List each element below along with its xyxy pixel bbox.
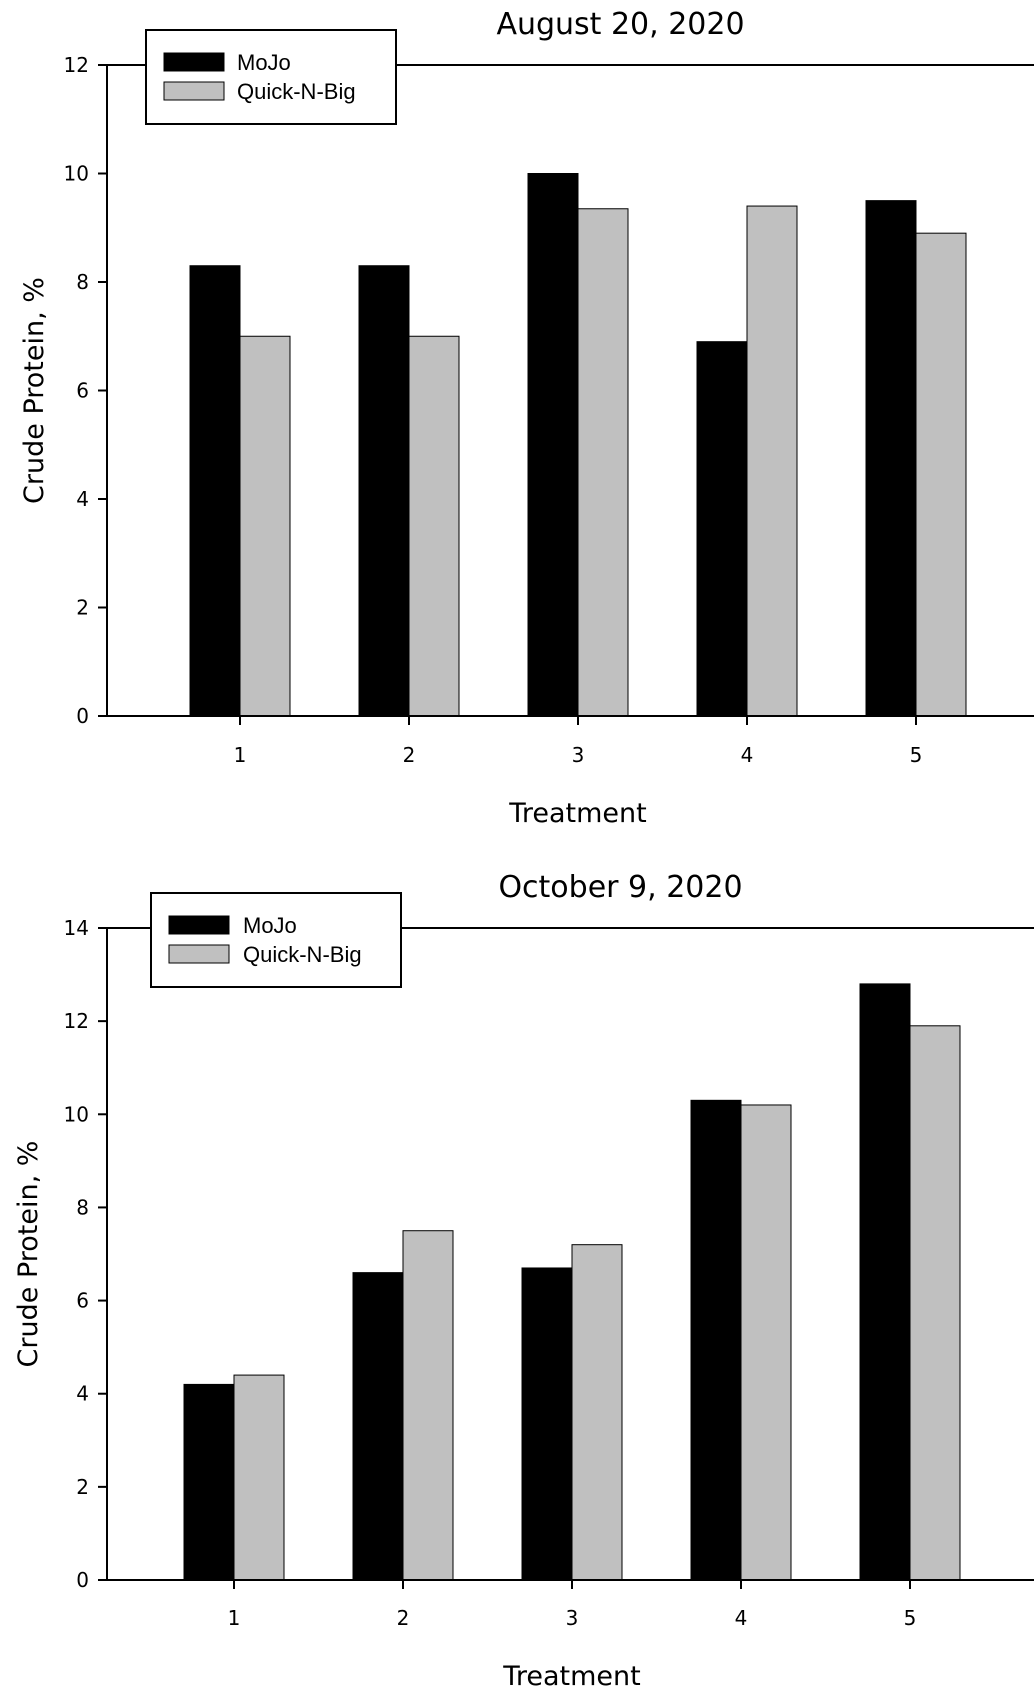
y-tick-label: 0 bbox=[76, 1568, 89, 1592]
x-tick-label: 3 bbox=[566, 1606, 579, 1630]
legend: MoJo Quick-N-Big bbox=[145, 29, 397, 125]
x-axis-label: Treatment bbox=[508, 798, 646, 829]
y-tick-label: 12 bbox=[64, 53, 89, 77]
bar-quick-n-big-4 bbox=[740, 1104, 792, 1581]
y-tick-label: 12 bbox=[64, 1009, 89, 1033]
x-tick-label: 4 bbox=[735, 1606, 748, 1630]
legend-swatch bbox=[163, 52, 225, 72]
legend-label: Quick-N-Big bbox=[237, 79, 356, 104]
x-tick-label: 1 bbox=[234, 743, 247, 767]
bar-quick-n-big-5 bbox=[915, 232, 967, 717]
legend-swatch bbox=[163, 81, 225, 101]
y-tick-label: 10 bbox=[64, 162, 89, 186]
bar-quick-n-big-3 bbox=[577, 208, 629, 717]
x-axis-label: Treatment bbox=[502, 1661, 640, 1687]
x-tick-label: 3 bbox=[572, 743, 585, 767]
y-tick-label: 8 bbox=[76, 1195, 89, 1219]
y-tick-label: 2 bbox=[76, 1475, 89, 1499]
bar-mojo-4 bbox=[696, 341, 748, 717]
y-tick-label: 10 bbox=[64, 1102, 89, 1126]
legend-label: MoJo bbox=[243, 913, 297, 938]
legend-swatch bbox=[168, 915, 230, 935]
bar-quick-n-big-3 bbox=[571, 1244, 623, 1581]
x-tick-label: 4 bbox=[741, 743, 754, 767]
legend-swatch bbox=[168, 944, 230, 964]
y-tick-label: 4 bbox=[76, 487, 89, 511]
bar-quick-n-big-4 bbox=[746, 205, 798, 717]
y-tick-label: 2 bbox=[76, 596, 89, 620]
chart-title: October 9, 2020 bbox=[498, 870, 742, 905]
bar-mojo-2 bbox=[352, 1272, 404, 1581]
bar-mojo-3 bbox=[527, 173, 579, 717]
bar-mojo-1 bbox=[189, 265, 241, 717]
bar-mojo-5 bbox=[865, 200, 917, 717]
y-tick-label: 6 bbox=[76, 1289, 89, 1313]
y-axis-label: Crude Protein, % bbox=[13, 1141, 44, 1368]
x-tick-label: 1 bbox=[228, 1606, 241, 1630]
bar-quick-n-big-2 bbox=[402, 1230, 454, 1581]
bar-mojo-3 bbox=[521, 1267, 573, 1581]
x-tick-label: 2 bbox=[403, 743, 416, 767]
y-tick-label: 0 bbox=[76, 704, 89, 728]
y-tick-label: 14 bbox=[64, 916, 89, 940]
x-tick-label: 5 bbox=[904, 1606, 917, 1630]
bar-quick-n-big-1 bbox=[239, 335, 291, 717]
y-tick-label: 8 bbox=[76, 270, 89, 294]
bar-quick-n-big-5 bbox=[909, 1025, 961, 1581]
chart-title: August 20, 2020 bbox=[496, 7, 744, 42]
legend-box bbox=[145, 29, 397, 125]
legend: MoJo Quick-N-Big bbox=[150, 892, 402, 988]
bar-quick-n-big-1 bbox=[233, 1374, 285, 1581]
y-axis-label: Crude Protein, % bbox=[19, 277, 50, 504]
bar-quick-n-big-2 bbox=[408, 335, 460, 717]
y-tick-label: 6 bbox=[76, 379, 89, 403]
bar-mojo-4 bbox=[690, 1099, 742, 1581]
x-tick-label: 5 bbox=[910, 743, 923, 767]
bar-mojo-5 bbox=[859, 983, 911, 1581]
legend-label: MoJo bbox=[237, 50, 291, 75]
x-tick-label: 2 bbox=[397, 1606, 410, 1630]
legend-box bbox=[150, 892, 402, 988]
bar-mojo-2 bbox=[358, 265, 410, 717]
bar-mojo-1 bbox=[183, 1383, 235, 1581]
y-tick-label: 4 bbox=[76, 1382, 89, 1406]
legend-label: Quick-N-Big bbox=[243, 942, 362, 967]
